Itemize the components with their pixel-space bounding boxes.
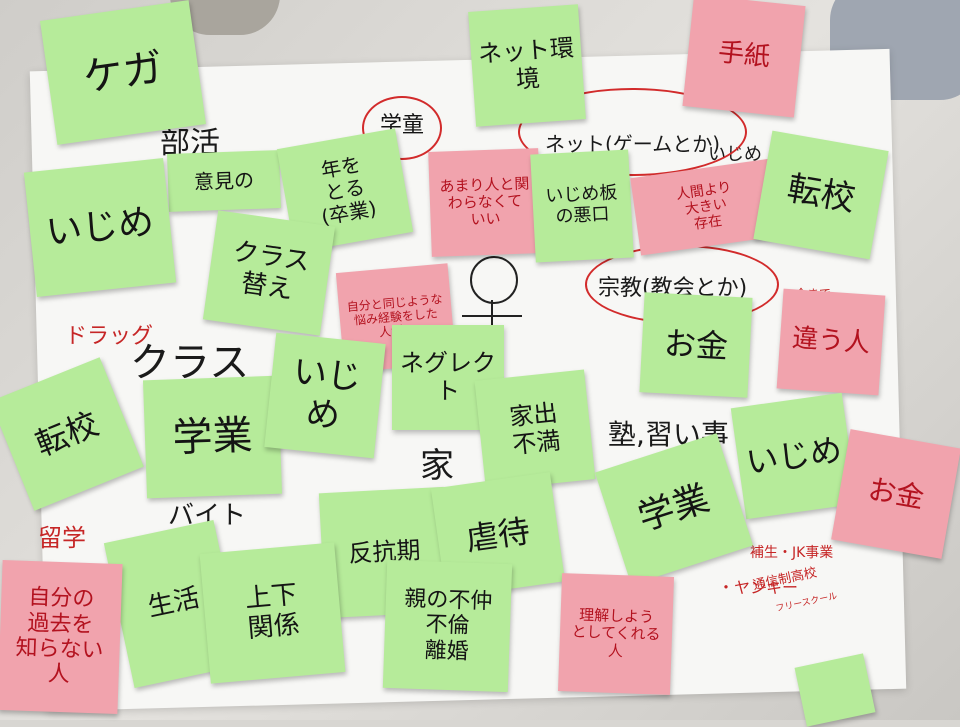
stick-figure-arms (462, 315, 522, 317)
stick-figure-head (470, 256, 518, 304)
note-tenko-right: 転校 (753, 130, 889, 260)
note-iede-fuman: 家出 不満 (474, 369, 596, 491)
note-class-gae: クラス 替え (202, 210, 336, 336)
pen-text-ie: 家 (420, 446, 454, 486)
note-kako: 自分の 過去を 知らない人 (0, 559, 123, 715)
note-iken: 意見の (167, 150, 281, 212)
stick-figure-body (491, 300, 493, 340)
note-chigau-hito: 違う人 (776, 288, 886, 396)
pen-text-yankee: ・ヤンキー (718, 578, 799, 597)
circle-net-game (518, 88, 747, 176)
note-okane-right: お金 (831, 429, 960, 559)
note-ura-site: いじめ板 の悪口 (530, 149, 634, 263)
note-okane-mid: お金 (639, 292, 753, 398)
circle-gakudo (362, 96, 442, 160)
pen-text-drug: ドラッグ (65, 324, 154, 349)
note-ijime-left: いじめ (23, 158, 177, 297)
note-jouge-kankei: 上下 関係 (199, 542, 346, 684)
note-amari-hito: あまり人と関 わらなくて いい (428, 148, 542, 257)
pen-text-hosei: 補生・JK事業 (750, 545, 834, 561)
note-kega: ケガ (40, 0, 206, 145)
note-tegami: 手紙 (682, 0, 806, 118)
note-oya-fuwa: 親の不仲 不倫 離婚 (382, 559, 513, 693)
note-gakugyo-left: 学業 (142, 375, 283, 499)
note-net-kankyo: ネット環境 (468, 4, 586, 127)
pen-text-ryugaku: 留学 (38, 524, 86, 552)
note-ijime-mid: いじめ (264, 332, 386, 459)
note-rikai: 理解しよう としてくれる 人 (557, 573, 675, 695)
